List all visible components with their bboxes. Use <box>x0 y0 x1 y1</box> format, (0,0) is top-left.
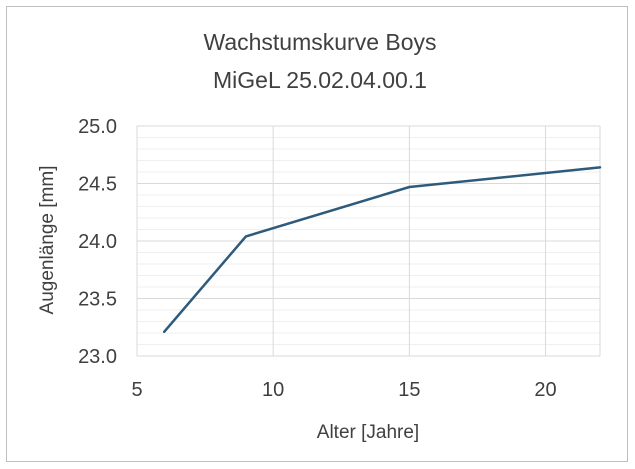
tick-labels: 23.0 23.5 24.0 24.5 25.0 5 10 15 20 <box>78 116 557 401</box>
series-line <box>162 166 602 334</box>
x-tick-label: 20 <box>534 379 556 401</box>
y-tick-label: 23.0 <box>78 346 117 368</box>
gridlines <box>136 125 600 357</box>
y-tick-label: 25.0 <box>78 116 117 138</box>
chart-title-line-2: MiGeL 25.02.04.00.1 <box>213 67 427 93</box>
x-tick-label: 10 <box>262 379 284 401</box>
y-tick-label: 24.5 <box>78 174 117 196</box>
x-axis-title: Alter [Jahre] <box>317 422 419 443</box>
y-tick-label: 23.5 <box>78 289 117 311</box>
series-layer <box>162 166 602 334</box>
y-tick-label: 24.0 <box>78 231 117 253</box>
x-tick-label: 15 <box>398 379 420 401</box>
chart-frame <box>6 6 628 462</box>
plot-area <box>137 126 601 357</box>
x-tick-label: 5 <box>131 379 142 401</box>
y-axis-title: Augenlänge [mm] <box>37 166 58 315</box>
chart-title-line-1: Wachstumskurve Boys <box>203 29 436 55</box>
